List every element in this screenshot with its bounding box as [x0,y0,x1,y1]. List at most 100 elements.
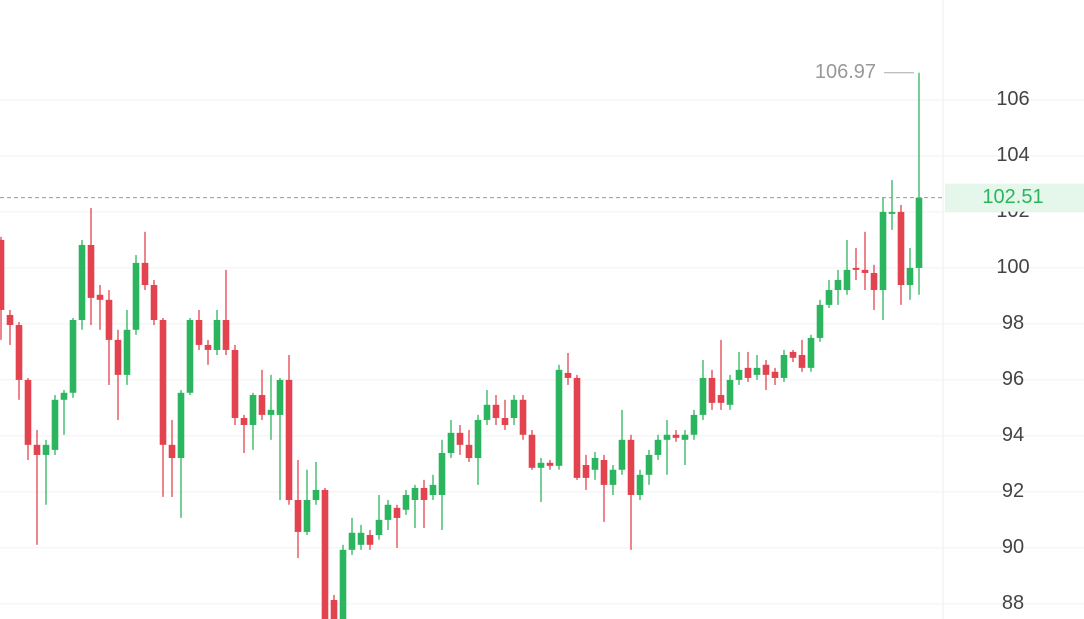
last-price-tag [945,183,1084,212]
candle-body [762,364,770,375]
high-label: 106.97 [815,61,876,83]
candle-body [195,319,203,345]
candle-body [348,532,356,550]
y-tick-label: 90 [1002,536,1024,558]
candle-body [690,414,698,435]
last-price-label: 102.51 [982,186,1043,208]
candle-body [402,494,410,510]
candle-body [114,339,122,375]
candle-body [573,377,581,478]
candle-body [366,535,374,545]
candle-body [834,279,842,291]
candle-body [447,432,455,453]
y-tick-label: 98 [1002,312,1024,334]
candle-body [105,299,113,340]
candle-body [672,434,680,438]
candle-body [429,484,437,495]
candle-body [150,285,158,320]
candle-body [24,379,32,445]
candle-body [843,269,851,291]
candle-body [168,444,176,459]
candle-body [519,399,527,435]
candle-body [780,354,788,378]
candle-body [528,434,536,468]
candle-body [375,519,383,536]
candle-body [15,325,23,380]
candle-body [645,454,653,475]
candle-body [186,319,194,393]
candle-body [330,599,338,619]
candle-body [897,211,905,286]
candle-body [132,262,140,330]
candle-body [240,417,248,425]
candle-body [321,489,329,619]
candle-body [60,392,68,400]
candle-body [609,469,617,485]
candle-body [33,444,41,455]
candle-body [339,549,347,619]
candle-body [393,507,401,518]
candle-body [465,444,473,459]
candle-body [654,439,662,455]
candle-body [276,379,284,415]
candle-body [744,367,752,378]
candle-body [510,399,518,418]
candle-body [618,439,626,470]
candle-body [564,372,572,378]
candle-body [501,417,509,425]
candle-body [798,354,806,368]
y-tick-label: 92 [1002,480,1024,502]
candle-body [69,319,77,393]
candle-body [294,500,302,532]
candle-body [6,314,14,326]
candle-body [303,500,311,532]
candle-body [456,432,464,445]
candle-body [213,319,221,350]
candle-body [627,439,635,495]
candle-body [915,197,923,268]
candle-body [222,319,230,350]
candle-body [888,211,896,214]
candle-body [42,444,50,455]
candle-body [78,244,86,320]
candle-body [411,487,419,501]
candle-body [681,434,689,440]
candle-body [816,304,824,338]
plot-area [0,72,923,619]
candle-body [546,462,554,466]
candle-body [231,349,239,418]
candle-body [492,404,500,418]
candle-body [141,262,149,286]
candle-body [789,351,797,358]
candle-body [159,319,167,445]
candle-body [384,504,392,520]
candle-body [879,211,887,291]
candle-body [906,267,914,286]
candle-body [285,379,293,501]
y-tick-label: 106 [996,88,1029,110]
candle-body [663,434,671,440]
candle-body [87,244,95,298]
candle-body [753,367,761,375]
candle-body [717,395,725,403]
y-tick-label: 100 [996,256,1029,278]
candle-body [267,409,275,415]
candle-body [204,344,212,350]
y-tick-label: 88 [1002,592,1024,614]
candle-body [591,458,599,470]
candle-body [852,267,860,270]
candle-body [600,459,608,485]
candle-body [582,465,590,478]
candle-body [312,489,320,501]
candle-body [726,379,734,405]
candle-body [861,269,869,273]
candle-body [474,419,482,459]
y-tick-label: 94 [1002,424,1024,446]
candle-body [771,371,779,378]
candle-body [870,272,878,291]
candle-body [825,290,833,305]
candle-body [258,395,266,415]
candle-body [0,239,5,310]
